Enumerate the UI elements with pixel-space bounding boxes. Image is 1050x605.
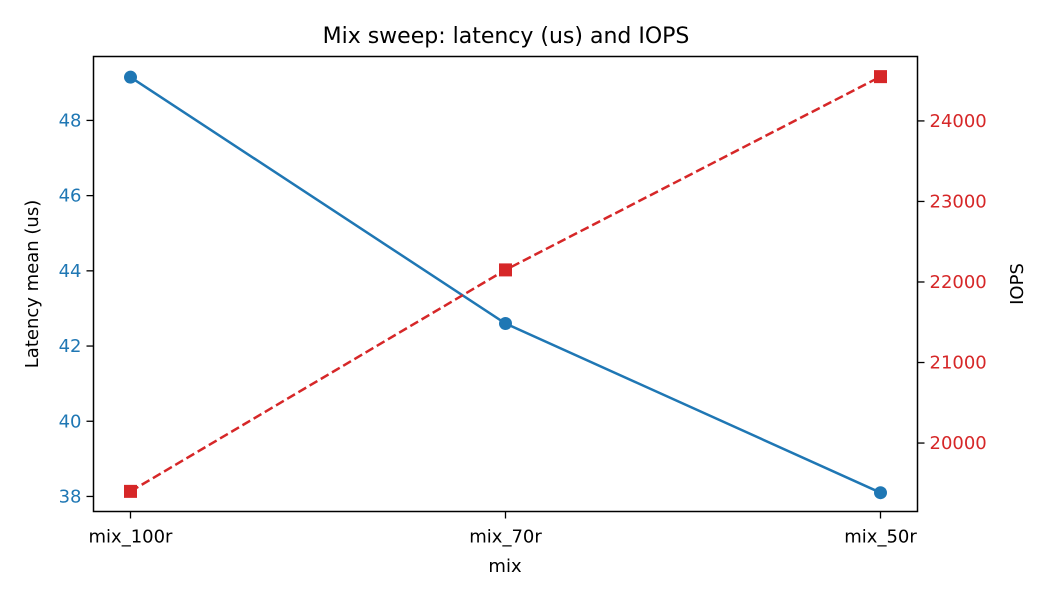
data-point-right <box>874 70 887 84</box>
left-tick-label: 38 <box>59 486 82 507</box>
data-point-right <box>124 484 137 498</box>
y-axis-label-left: Latency mean (us) <box>22 200 43 368</box>
left-tick-label: 46 <box>59 186 82 207</box>
series-line-right <box>129 75 882 493</box>
x-tick-label: mix_50r <box>844 527 917 548</box>
right-tick-label: 20000 <box>930 433 987 454</box>
right-tick-label: 24000 <box>930 111 987 132</box>
right-tick-label: 21000 <box>930 353 987 374</box>
left-axis: 38 40 42 44 46 48 <box>59 110 94 507</box>
series-line-left <box>129 76 882 494</box>
x-axis-label: mix <box>488 556 522 577</box>
chart-title: Mix sweep: latency (us) and IOPS <box>323 24 690 49</box>
x-axis: mix_100r mix_70r mix_50r <box>89 511 917 548</box>
plot-frame <box>92 55 919 513</box>
right-tick-label: 23000 <box>930 191 987 212</box>
data-point-left <box>124 70 137 84</box>
y-axis-label-right: IOPS <box>1007 263 1028 305</box>
series-layer <box>124 70 887 500</box>
left-tick-label: 48 <box>59 110 82 131</box>
left-tick-label: 44 <box>59 261 82 282</box>
x-tick-label: mix_100r <box>89 527 174 548</box>
data-point-left <box>874 486 887 500</box>
data-point-left <box>499 316 512 330</box>
left-tick-label: 40 <box>59 411 82 432</box>
right-tick-label: 22000 <box>930 272 987 293</box>
data-point-right <box>499 263 512 277</box>
left-tick-label: 42 <box>59 336 82 357</box>
right-axis: 20000 21000 22000 23000 24000 <box>917 111 987 454</box>
x-tick-label: mix_70r <box>469 527 542 548</box>
